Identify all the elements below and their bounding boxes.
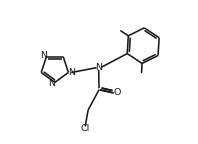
Text: O: O (113, 88, 121, 97)
Text: N: N (49, 79, 55, 88)
Text: N: N (95, 63, 103, 72)
Text: N: N (40, 51, 47, 60)
Text: N: N (68, 68, 75, 77)
Text: Cl: Cl (80, 124, 89, 133)
